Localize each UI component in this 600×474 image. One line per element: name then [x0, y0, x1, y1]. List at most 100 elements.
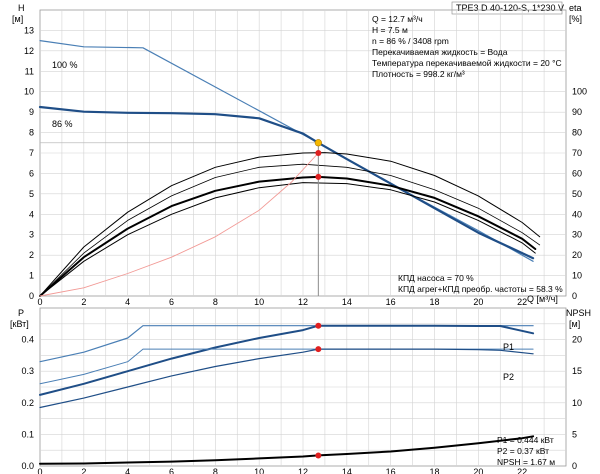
top-x-tick-label: 20: [473, 297, 483, 307]
top-left-tick-label: 3: [29, 230, 34, 240]
info-line-h: H = 7.5 м: [372, 25, 408, 35]
info-line-n: n = 86 % / 3408 rpm: [372, 36, 449, 46]
h-axis-unit-bottom: [м]: [12, 14, 23, 24]
bottom-right-tick-label: 0: [572, 461, 577, 471]
top-left-tick-label: 13: [24, 25, 34, 35]
top-curve-86: [38, 105, 535, 260]
h-axis-unit-top: H: [18, 3, 25, 13]
bottom-x-tick-label: 12: [298, 467, 308, 474]
bottom-curve-1: [39, 324, 535, 396]
operating-point-marker-p1: [315, 322, 322, 329]
top-left-tick-label: 7: [29, 148, 34, 158]
bottom-chart-ticks: 0 2 4 6 8 10 12 14 16 18 20 22 0.0 0.1 0.2 0.3 0.4 0 5 10 15…: [21, 335, 582, 474]
bottom-left-tick-label: 0.4: [21, 335, 34, 345]
info-npsh: NPSH = 1.67 м: [497, 457, 555, 467]
bottom-x-tick-label: 18: [429, 467, 439, 474]
top-right-tick-label: 0: [572, 291, 577, 301]
bottom-left-tick-label: 0.3: [21, 366, 34, 376]
top-x-tick-label: 12: [298, 297, 308, 307]
top-left-tick-label: 12: [24, 46, 34, 56]
bottom-x-tick-label: 0: [37, 467, 42, 474]
bottom-left-tick-label: 0.1: [21, 429, 34, 439]
operating-point-marker-p2: [315, 346, 322, 353]
bottom-x-tick-label: 8: [213, 467, 218, 474]
bottom-x-tick-label: 6: [169, 467, 174, 474]
bottom-left-tick-label: 0.0: [21, 461, 34, 471]
info-total-efficiency: КПД агрег+КПД преобр. частоты = 58.3 %: [398, 284, 563, 294]
info-p1: P1 = 0.444 кВт: [497, 435, 554, 445]
bottom-x-tick-label: 2: [81, 467, 86, 474]
top-left-tick-label: 0: [29, 291, 34, 301]
top-x-tick-label: 2: [81, 297, 86, 307]
q-axis-unit: Q [м³/ч]: [527, 294, 558, 304]
top-chart-grid: [39, 9, 567, 297]
top-x-tick-label: 4: [125, 297, 130, 307]
curve-label-p1: P1: [503, 342, 514, 352]
top-right-tick-label: 60: [572, 168, 582, 178]
top-left-tick-label: 1: [29, 271, 34, 281]
bottom-x-tick-label: 22: [517, 467, 527, 474]
top-x-tick-label: 6: [169, 297, 174, 307]
bottom-x-tick-label: 4: [125, 467, 130, 474]
top-left-tick-label: 9: [29, 107, 34, 117]
bottom-x-tick-label: 14: [342, 467, 352, 474]
bottom-curve-p1: [39, 325, 534, 363]
top-left-tick-label: 8: [29, 128, 34, 138]
bottom-right-tick-label: 5: [572, 429, 577, 439]
info-line-q: Q = 12.7 м³/ч: [372, 14, 423, 24]
bottom-left-tick-label: 0.2: [21, 398, 34, 408]
top-curve-4: [39, 175, 537, 297]
top-x-tick-label: 0: [37, 297, 42, 307]
operating-point-marker-head: [314, 139, 322, 147]
bottom-x-tick-label: 16: [386, 467, 396, 474]
top-right-tick-label: 30: [572, 230, 582, 240]
top-curve-3: [39, 163, 541, 297]
top-x-tick-label: 22: [517, 297, 527, 307]
efficiency-info: КПД насоса = 70 % КПД агрег+КПД преобр. …: [398, 273, 563, 294]
info-pump-efficiency: КПД насоса = 70 %: [398, 273, 474, 283]
npsh-axis-unit-top: NPSH: [566, 308, 591, 318]
operating-point-marker-eta-pump: [315, 150, 322, 156]
top-right-tick-label: 80: [572, 128, 582, 138]
p-axis-unit-top: P: [18, 308, 24, 318]
top-chart-ticks: 0 2 4 6 8 10 12 14 16 18 20 22012345678910111213010…: [24, 25, 587, 307]
curve-label-p2: P2: [503, 372, 514, 382]
top-x-tick-label: 14: [342, 297, 352, 307]
top-right-tick-label: 90: [572, 107, 582, 117]
operating-point-marker-npsh: [315, 452, 322, 459]
top-right-tick-label: 100: [572, 87, 587, 97]
top-curve-2: [39, 152, 541, 297]
top-x-tick-label: 18: [429, 297, 439, 307]
top-right-tick-label: 10: [572, 271, 582, 281]
bottom-curve-4: [39, 435, 535, 465]
top-right-tick-label: 70: [572, 148, 582, 158]
top-right-tick-label: 20: [572, 250, 582, 260]
bottom-right-tick-label: 15: [572, 366, 582, 376]
top-right-tick-label: 40: [572, 209, 582, 219]
pump-model-title: TPE3 D 40-120-S, 1*230 V: [456, 3, 564, 13]
bottom-right-tick-label: 20: [572, 335, 582, 345]
eta-axis-unit-top: eta: [569, 3, 582, 13]
top-x-tick-label: 8: [213, 297, 218, 307]
top-x-tick-label: 10: [254, 297, 264, 307]
bottom-curve-3: [39, 348, 534, 409]
title-box: [451, 1, 563, 15]
top-x-tick-label: 16: [386, 297, 396, 307]
top-right-tick-label: 50: [572, 189, 582, 199]
curve-label-86-percent: 86 %: [52, 119, 73, 129]
operating-point-marker-eta-total: [315, 173, 322, 180]
bottom-right-tick-label: 10: [572, 398, 582, 408]
info-line-liquid: Перекачиваемая жидкость = Вода: [372, 47, 508, 57]
top-curve-5: [39, 182, 536, 297]
info-p2: P2 = 0.37 кВт: [497, 446, 549, 456]
top-left-tick-label: 2: [29, 250, 34, 260]
top-curve-6: [39, 152, 319, 297]
bottom-curve-p2: [39, 348, 534, 385]
operating-info: Q = 12.7 м³/ч H = 7.5 м n = 86 % / 3408 …: [372, 14, 562, 79]
info-line-temperature: Температура перекачиваемой жидкости = 20…: [372, 58, 562, 68]
top-chart-curves: [38, 40, 541, 297]
top-left-tick-label: 10: [24, 87, 34, 97]
eta-axis-unit-bottom: [%]: [569, 14, 582, 24]
top-left-tick-label: 6: [29, 168, 34, 178]
